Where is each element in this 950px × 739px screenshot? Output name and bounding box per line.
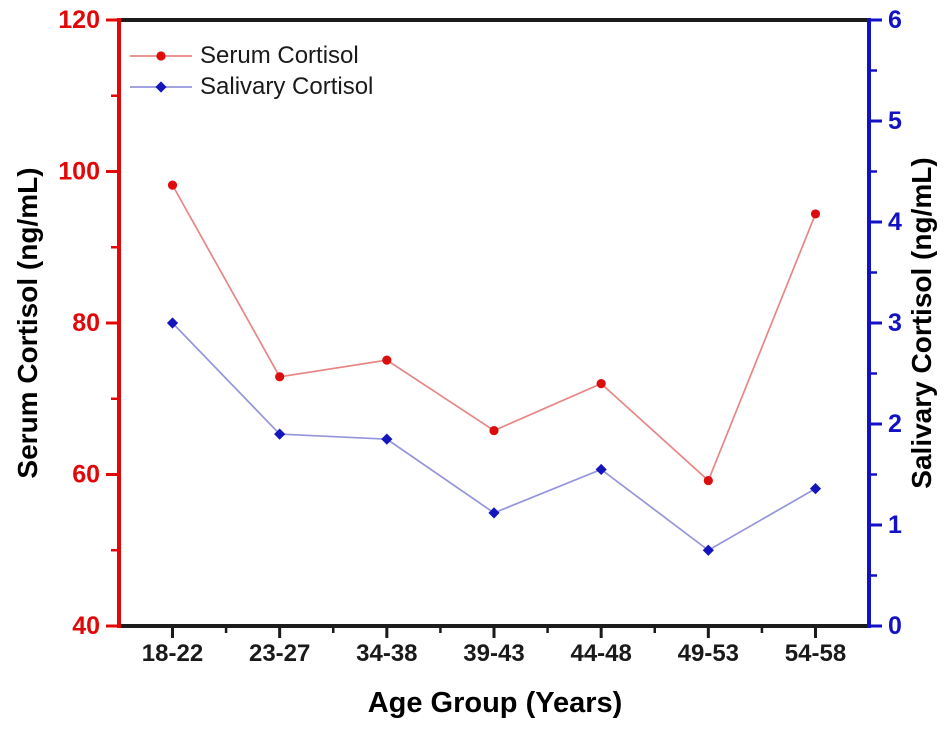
salivary-cortisol-marker — [595, 463, 607, 476]
left-axis-title: Serum Cortisol (ng/mL) — [12, 167, 43, 479]
x-axis-tick-label: 49-53 — [678, 640, 739, 667]
salivary-cortisol-marker — [488, 507, 500, 519]
left-axis-tick-label: 100 — [58, 158, 100, 186]
serum-cortisol-marker — [489, 425, 499, 436]
x-axis-title: Age Group (Years) — [367, 687, 623, 719]
right-axis-tick-label: 2 — [888, 410, 902, 438]
serum-cortisol-marker — [703, 475, 713, 486]
left-axis-tick-label: 40 — [72, 612, 100, 640]
legend-circle-marker — [156, 50, 166, 61]
x-axis-tick-label: 18-22 — [142, 640, 203, 667]
salivary-cortisol-marker — [274, 428, 286, 440]
right-axis-tick-label: 4 — [888, 208, 902, 236]
legend-diamond-marker — [155, 80, 167, 93]
salivary-cortisol-legend-label: Salivary Cortisol — [200, 73, 374, 100]
right-axis-tick-label: 3 — [888, 309, 902, 337]
serum-cortisol-marker — [596, 379, 606, 389]
salivary-cortisol-marker — [702, 544, 714, 556]
serum-cortisol-marker — [382, 355, 392, 365]
left-axis-tick-label: 80 — [72, 309, 100, 337]
serum-cortisol-marker — [167, 180, 178, 190]
x-axis-tick-label: 54-58 — [785, 640, 846, 667]
salivary-cortisol-legend-marker-icon — [130, 80, 192, 93]
salivary-cortisol-marker — [381, 433, 393, 445]
legend-item-salivary-cortisol: Salivary Cortisol — [130, 71, 373, 102]
left-axis-tick-label: 60 — [72, 461, 100, 489]
left-axis-tick-label: 120 — [58, 6, 100, 34]
serum-cortisol-marker — [810, 209, 821, 219]
x-axis-tick-label: 23-27 — [249, 640, 310, 667]
right-axis-title: Salivary Cortisol (ng/mL) — [906, 157, 937, 489]
right-axis-tick-label: 6 — [888, 6, 902, 34]
x-axis-tick-label: 39-43 — [463, 640, 524, 667]
right-axis-tick-label: 5 — [888, 107, 902, 135]
x-axis-tick-label: 44-48 — [570, 640, 631, 667]
serum-cortisol-line — [171, 184, 817, 483]
legend-item-serum-cortisol: Serum Cortisol — [130, 40, 373, 71]
serum-cortisol-legend-label: Serum Cortisol — [200, 42, 359, 69]
legend: Serum Cortisol Salivary Cortisol — [130, 40, 373, 102]
right-axis-tick-label: 1 — [888, 511, 902, 539]
salivary-cortisol-marker — [166, 317, 179, 329]
serum-cortisol-legend-marker-icon — [130, 50, 192, 61]
right-axis-tick-label: 0 — [888, 612, 902, 640]
salivary-cortisol-marker — [809, 483, 822, 495]
x-axis-tick-label: 34-38 — [356, 640, 417, 667]
serum-cortisol-marker — [275, 372, 285, 382]
